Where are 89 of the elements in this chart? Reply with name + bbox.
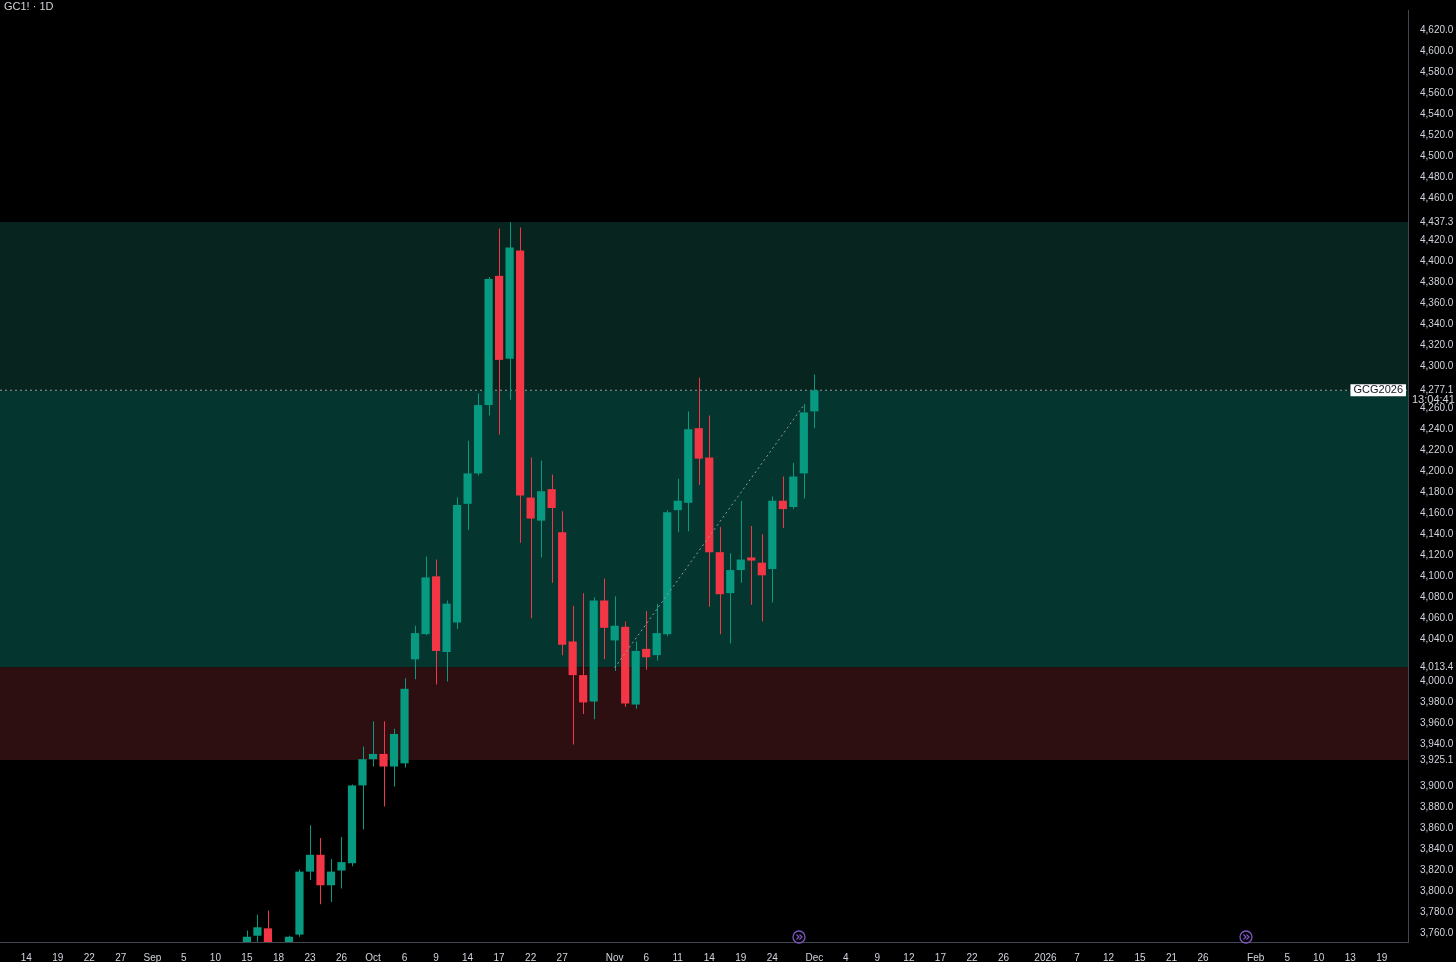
y-tick-label: 4,480.0 <box>1420 170 1454 182</box>
y-tick-label: 4,060.0 <box>1420 612 1454 624</box>
x-tick-label: 14 <box>20 951 33 962</box>
y-tick-label: 4,520.0 <box>1420 128 1454 140</box>
y-tick-label: 4,277.1 <box>1420 384 1454 396</box>
x-tick-label: 18 <box>272 951 285 962</box>
y-tick-label: 4,420.0 <box>1420 233 1454 245</box>
x-tick-label: 4 <box>843 951 850 962</box>
y-tick-label: 4,400.0 <box>1420 254 1454 266</box>
x-tick-label: 21 <box>1166 951 1178 962</box>
y-tick-label: 3,880.0 <box>1420 801 1454 813</box>
x-tick-label: 9 <box>874 951 881 962</box>
x-tick-label: 9 <box>433 951 440 962</box>
y-tick-label: 4,140.0 <box>1420 528 1454 540</box>
ref-line-label: GCG2026 <box>1353 383 1403 396</box>
x-tick-label: 15 <box>241 951 253 962</box>
y-tick-label: 3,820.0 <box>1420 864 1454 876</box>
x-tick-label: 6 <box>643 951 650 962</box>
y-tick-label: 3,760.0 <box>1420 927 1454 939</box>
y-tick-label: 4,080.0 <box>1420 591 1454 603</box>
y-tick-label: 4,460.0 <box>1420 191 1454 203</box>
y-tick-label: 4,620.0 <box>1420 23 1454 35</box>
x-tick-label: 7 <box>1074 951 1081 962</box>
y-tick-label: 4,000.0 <box>1420 675 1454 687</box>
y-tick-label: 4,320.0 <box>1420 338 1454 350</box>
y-tick-label: 4,100.0 <box>1420 570 1454 582</box>
x-tick-label: Oct <box>365 951 382 962</box>
y-tick-label: 4,200.0 <box>1420 465 1454 477</box>
y-tick-label: 4,013.4 <box>1420 661 1454 673</box>
y-tick-label: 4,300.0 <box>1420 359 1454 371</box>
x-tick-label: 26 <box>335 951 348 962</box>
y-tick-label: 3,925.1 <box>1420 753 1454 765</box>
x-tick-label: 22 <box>966 951 978 962</box>
y-tick-label: 3,940.0 <box>1420 738 1454 750</box>
x-tick-label: 24 <box>766 951 779 962</box>
y-tick-label: 3,860.0 <box>1420 822 1454 834</box>
chart-title: GC1! · 1D <box>4 0 54 13</box>
y-tick-label: 4,220.0 <box>1420 444 1454 456</box>
x-tick-label: 23 <box>304 951 316 962</box>
y-tick-label: 4,380.0 <box>1420 275 1454 287</box>
y-tick-label: 3,800.0 <box>1420 885 1454 897</box>
y-tick-label: 4,540.0 <box>1420 107 1454 119</box>
y-tick-label: 4,437.3 <box>1420 215 1454 227</box>
y-tick-label: 4,500.0 <box>1420 149 1454 161</box>
x-tick-label: 26 <box>997 951 1010 962</box>
x-tick-label: Feb <box>1247 951 1265 962</box>
x-tick-label: 26 <box>1197 951 1210 962</box>
x-tick-label: 6 <box>401 951 408 962</box>
x-tick-label: 14 <box>703 951 716 962</box>
x-tick-label: 22 <box>525 951 537 962</box>
y-tick-label: 3,900.0 <box>1420 780 1454 792</box>
y-tick-label: 4,240.0 <box>1420 422 1454 434</box>
x-tick-label: 19 <box>52 951 64 962</box>
y-tick-label: 4,120.0 <box>1420 549 1454 561</box>
x-tick-label: 10 <box>209 951 222 962</box>
x-tick-label: 17 <box>934 951 947 962</box>
x-tick-label: 2026 <box>1034 951 1058 962</box>
y-tick-label: 4,360.0 <box>1420 296 1454 308</box>
x-tick-label: 11 <box>672 951 684 962</box>
x-tick-label: 14 <box>462 951 474 962</box>
candlestick <box>747 525 756 605</box>
y-tick-label: 4,580.0 <box>1420 65 1454 77</box>
x-tick-label: 17 <box>493 951 506 962</box>
candlestick <box>368 721 378 767</box>
x-tick-label: 22 <box>83 951 96 962</box>
y-tick-label: 3,840.0 <box>1420 843 1454 855</box>
x-tick-label: 27 <box>115 951 127 962</box>
x-tick-label: 19 <box>1376 951 1388 962</box>
y-tick-label: 3,780.0 <box>1420 906 1454 918</box>
y-tick-label: 3,960.0 <box>1420 717 1454 729</box>
x-tick-label: 19 <box>735 951 747 962</box>
y-tick-label: 4,040.0 <box>1420 633 1454 645</box>
x-tick-label: 27 <box>556 951 569 962</box>
x-tick-label: 5 <box>1284 951 1291 962</box>
y-tick-label: 4,560.0 <box>1420 86 1454 98</box>
x-tick-label: 5 <box>181 951 188 962</box>
y-tick-label: 4,340.0 <box>1420 317 1454 329</box>
x-tick-label: 12 <box>903 951 915 962</box>
y-tick-label: 3,980.0 <box>1420 696 1454 708</box>
x-tick-label: 15 <box>1134 951 1147 962</box>
x-tick-label: 12 <box>1102 951 1115 962</box>
y-tick-label: 4,160.0 <box>1420 507 1454 519</box>
x-tick-label: Nov <box>605 951 624 962</box>
x-tick-label: 10 <box>1313 951 1325 962</box>
y-tick-label: 4,600.0 <box>1420 44 1454 56</box>
x-tick-label: Dec <box>805 951 824 962</box>
x-tick-label: Sep <box>143 951 162 962</box>
y-tick-label: 4,180.0 <box>1420 486 1454 498</box>
x-tick-label: 13 <box>1344 951 1357 962</box>
